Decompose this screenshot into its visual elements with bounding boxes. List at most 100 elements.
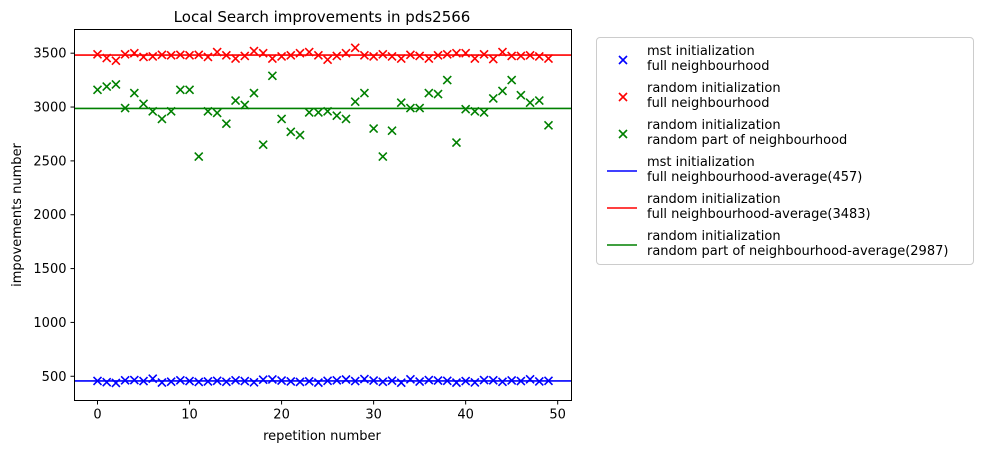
data-point-s0-42 (479, 375, 489, 385)
x-tick-label: 10 (181, 408, 198, 423)
legend-item-random-full-average: random initialization full neighbourhood-… (607, 190, 967, 226)
y-tick-label: 3000 (33, 101, 66, 116)
x-tick-label: 0 (93, 408, 101, 423)
data-point-s0-43 (488, 375, 498, 385)
data-point-s2-24 (313, 107, 323, 117)
legend-label: mst initialization (647, 44, 755, 59)
data-point-s0-21 (286, 376, 296, 387)
data-point-s2-19 (267, 71, 277, 81)
data-point-s1-17 (249, 46, 259, 56)
data-point-s2-23 (304, 107, 314, 117)
legend-label: random initialization (647, 192, 781, 207)
data-point-s1-13 (212, 47, 222, 57)
data-point-s1-4 (129, 48, 139, 58)
data-point-s1-25 (323, 55, 333, 65)
legend-item-mst-full: mst initialization full neighbourhood (607, 42, 967, 78)
data-point-s2-43 (488, 93, 498, 103)
data-point-s0-18 (258, 375, 268, 385)
data-point-s2-20 (277, 114, 287, 124)
chart-title: Local Search improvements in pds2566 (174, 8, 471, 26)
data-point-s2-22 (295, 130, 305, 140)
data-point-s2-14 (221, 119, 231, 129)
data-point-s1-6 (148, 51, 158, 61)
data-point-s0-22 (295, 377, 305, 387)
data-point-s1-37 (433, 50, 443, 60)
data-point-s1-3 (120, 49, 130, 59)
data-point-s2-21 (286, 127, 296, 137)
data-point-s2-35 (415, 103, 425, 113)
x-tick-label: 30 (365, 408, 382, 423)
data-point-s2-32 (387, 126, 397, 136)
data-point-s2-13 (212, 108, 222, 118)
data-point-s0-35 (415, 376, 425, 387)
data-point-s2-4 (129, 88, 139, 98)
data-point-s2-29 (359, 88, 369, 98)
data-point-s2-11 (194, 152, 204, 162)
data-point-s1-27 (341, 48, 351, 58)
data-point-s0-34 (405, 374, 416, 384)
data-point-s0-44 (497, 377, 508, 387)
data-point-s1-11 (194, 50, 204, 60)
data-point-s1-45 (507, 51, 517, 61)
data-point-s0-46 (516, 376, 526, 386)
legend-label: mst initialization (647, 155, 755, 170)
x-axis-label: repetition number (263, 429, 381, 444)
data-point-s0-13 (212, 376, 222, 386)
legend-label: random initialization (647, 81, 781, 96)
data-point-s1-43 (488, 54, 498, 64)
data-point-s0-2 (111, 378, 121, 388)
data-point-s0-4 (129, 375, 139, 385)
legend-marker-blue-x (618, 55, 628, 65)
data-point-s0-32 (387, 376, 397, 386)
data-point-s1-9 (175, 50, 185, 60)
data-point-s2-45 (507, 75, 517, 85)
data-point-s2-48 (534, 96, 544, 106)
data-point-s0-12 (203, 376, 213, 387)
data-point-s0-3 (120, 375, 130, 385)
data-point-s0-11 (194, 377, 204, 387)
data-point-s1-40 (461, 48, 471, 58)
data-point-s1-19 (267, 54, 277, 64)
data-point-s0-30 (369, 376, 379, 386)
data-point-s0-31 (378, 377, 388, 387)
x-tick-label: 20 (273, 408, 290, 423)
legend-line-green (607, 244, 637, 246)
data-point-s1-0 (92, 49, 103, 59)
legend-label: full neighbourhood (647, 96, 770, 111)
data-point-s0-48 (534, 376, 544, 387)
data-point-s1-46 (516, 51, 526, 61)
legend-label: random part of neighbourhood-average(298… (647, 244, 949, 259)
data-point-s2-31 (378, 152, 388, 162)
data-point-s2-5 (138, 99, 149, 109)
data-points (92, 43, 554, 388)
data-point-s2-18 (258, 140, 268, 150)
data-point-s0-36 (424, 375, 434, 385)
y-tick-label: 1000 (33, 316, 66, 331)
data-point-s2-6 (148, 106, 158, 116)
data-point-s1-5 (138, 52, 149, 62)
data-point-s2-41 (470, 106, 480, 116)
data-point-s0-8 (166, 377, 176, 387)
data-point-s2-27 (341, 114, 351, 124)
average-lines (74, 54, 572, 382)
data-point-s1-7 (157, 50, 167, 60)
legend-label: random part of neighbourhood (647, 133, 848, 148)
data-point-s2-0 (92, 85, 103, 95)
x-tick-label: 50 (549, 408, 566, 423)
data-point-s2-8 (166, 106, 176, 116)
data-point-s1-38 (442, 49, 452, 59)
data-point-s1-24 (313, 50, 323, 60)
data-point-s2-9 (175, 85, 185, 95)
data-point-s0-0 (92, 376, 103, 386)
data-point-s2-1 (102, 82, 112, 92)
data-point-s1-44 (497, 47, 508, 57)
data-point-s2-49 (543, 120, 554, 130)
data-point-s0-24 (313, 378, 323, 388)
data-point-s0-1 (102, 377, 112, 387)
data-point-s0-23 (304, 376, 314, 386)
data-point-s1-34 (405, 50, 416, 60)
data-point-s1-30 (369, 51, 379, 61)
data-point-s1-1 (102, 53, 112, 63)
axis-ticks: 0 10 20 30 40 50 500 1000 1500 2000 2500 3000 3500 (33, 47, 566, 423)
